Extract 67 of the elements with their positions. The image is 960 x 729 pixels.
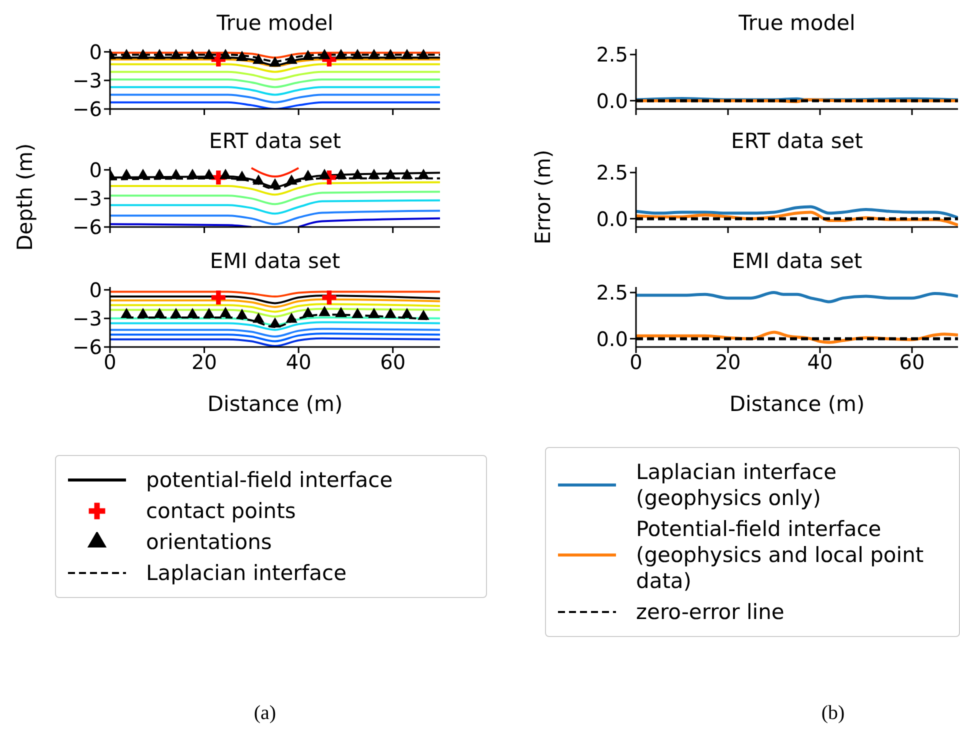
y-tick-label: 0 bbox=[89, 278, 102, 302]
point bbox=[384, 168, 396, 179]
point bbox=[186, 168, 198, 179]
y-tick-label: 2.5 bbox=[596, 160, 628, 185]
point bbox=[368, 168, 380, 179]
x-axis-title: Distance (m) bbox=[207, 392, 343, 416]
y-tick-label: 2.5 bbox=[596, 280, 628, 305]
y-tick-label: 0 bbox=[89, 158, 102, 182]
point bbox=[401, 168, 413, 179]
y-tick-label: −6 bbox=[72, 97, 102, 122]
legend-label: Laplacian interface bbox=[146, 560, 348, 586]
legend-label: potential-field interface bbox=[146, 467, 394, 493]
point bbox=[418, 168, 430, 179]
point bbox=[286, 174, 298, 185]
point bbox=[170, 168, 182, 179]
line-series bbox=[636, 291, 958, 304]
legend-label: contact points bbox=[146, 498, 297, 524]
legend-label: orientations bbox=[146, 529, 273, 555]
legend-label: zero-error line bbox=[636, 599, 786, 625]
y-tick-label: 2.5 bbox=[596, 42, 628, 67]
line-series bbox=[636, 205, 958, 220]
y-tick-label: −3 bbox=[72, 186, 102, 211]
chart-title: ERT data set bbox=[730, 129, 864, 153]
point bbox=[220, 168, 232, 179]
point bbox=[318, 168, 330, 179]
chart-title: EMI data set bbox=[208, 249, 342, 273]
y-tick-label: 0.0 bbox=[596, 206, 628, 231]
point bbox=[120, 168, 132, 179]
point bbox=[352, 168, 364, 179]
line-series bbox=[110, 332, 440, 342]
chart-title: ERT data set bbox=[208, 129, 342, 153]
point bbox=[154, 168, 166, 179]
text: (b) bbox=[820, 702, 846, 725]
point bbox=[302, 170, 314, 180]
point bbox=[236, 170, 248, 181]
y-tick-label: −3 bbox=[72, 68, 102, 93]
x-tick-label: 60 bbox=[380, 350, 406, 374]
line-series bbox=[110, 199, 440, 215]
x-tick-label: 20 bbox=[192, 350, 218, 374]
y-tick-label: 0 bbox=[89, 40, 102, 64]
x-tick-label: 20 bbox=[715, 350, 741, 374]
chart-title: True model bbox=[216, 11, 334, 35]
line-series bbox=[110, 190, 440, 206]
chart-title: True model bbox=[738, 11, 856, 35]
chart-title: EMI data set bbox=[730, 249, 864, 273]
line-series bbox=[110, 328, 440, 338]
y-axis-title: Error (m) bbox=[530, 148, 556, 246]
point bbox=[269, 178, 281, 188]
legend-label: Potential-field interface (geophysics and local point data) bbox=[636, 516, 925, 594]
x-tick-label: 40 bbox=[807, 350, 833, 374]
y-tick-label: −6 bbox=[72, 215, 102, 240]
x-tick-label: 40 bbox=[286, 350, 312, 374]
point bbox=[137, 168, 149, 179]
legend-label: Laplacian interface (geophysics only) bbox=[636, 459, 838, 511]
line-series bbox=[110, 321, 440, 331]
point bbox=[335, 168, 347, 179]
x-tick-label: 60 bbox=[899, 350, 925, 374]
y-axis-title: Depth (m) bbox=[12, 142, 38, 253]
y-tick-label: 0.0 bbox=[596, 88, 628, 113]
y-tick-label: −3 bbox=[72, 306, 102, 331]
y-tick-label: −6 bbox=[72, 335, 102, 360]
x-axis-title: Distance (m) bbox=[729, 392, 865, 416]
line-series bbox=[110, 210, 440, 226]
text: (a) bbox=[252, 702, 278, 725]
point bbox=[203, 168, 215, 179]
y-tick-label: 0.0 bbox=[596, 326, 628, 351]
point bbox=[252, 174, 264, 185]
